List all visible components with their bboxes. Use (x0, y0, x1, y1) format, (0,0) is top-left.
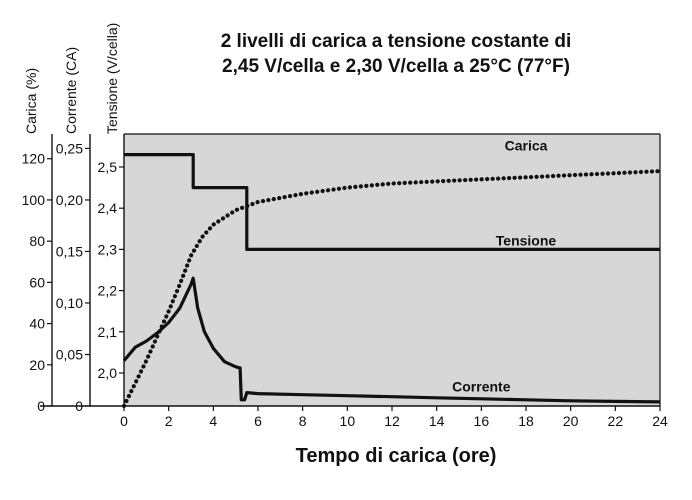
y-tick-label-corrente: 0 (75, 398, 83, 414)
x-tick-label: 0 (120, 413, 128, 429)
y-tick-label-tensione: 2,2 (98, 283, 118, 299)
y-tick-label-corrente: 0,05 (56, 346, 83, 362)
x-axis-title: Tempo di carica (ore) (296, 445, 497, 467)
chart-title: 2 livelli di carica a tensione costante … (221, 31, 572, 77)
chart-title-line-2: 2,45 V/cella e 2,30 V/cella a 25°C (77°F… (222, 56, 570, 77)
y-tick-label-tensione: 2,3 (98, 241, 118, 257)
series-label-carica: Carica (505, 137, 548, 153)
y-tick-label-carica: 120 (22, 151, 46, 167)
x-tick-label: 20 (563, 413, 579, 429)
y-tick-label-tensione: 2,5 (98, 159, 118, 175)
y-tick-label-carica: 40 (29, 316, 45, 332)
y-tick-label-tensione: 2,4 (98, 200, 118, 216)
x-tick-label: 22 (608, 413, 624, 429)
series-label-tensione: Tensione (496, 232, 557, 248)
x-tick-label: 6 (254, 413, 262, 429)
y-tick-label-carica: 60 (29, 274, 45, 290)
y-tick-label-carica: 20 (29, 357, 45, 373)
x-tick-label: 18 (518, 413, 534, 429)
x-tick-label: 2 (165, 413, 173, 429)
x-tick-label: 14 (429, 413, 445, 429)
y-tick-label-corrente: 0,10 (56, 295, 83, 311)
y-tick-label-tensione: 2,1 (98, 324, 118, 340)
x-tick-label: 16 (474, 413, 490, 429)
y-tick-label-carica: 100 (22, 192, 46, 208)
x-tick-label: 4 (209, 413, 217, 429)
series-line-corrente (122, 276, 661, 404)
y-tick-label-tensione: 2,0 (98, 365, 118, 381)
x-tick-label: 8 (299, 413, 307, 429)
chart-title-line-1: 2 livelli di carica a tensione costante … (221, 31, 572, 52)
x-tick-label: 24 (652, 413, 668, 429)
y-tick-label-corrente: 0,20 (56, 192, 83, 208)
y-tick-label-corrente: 0,15 (56, 243, 83, 259)
y-axis-title-corrente: Corrente (CA) (63, 47, 79, 134)
y-tick-label-corrente: 0,25 (56, 140, 83, 156)
series-line-tensione (124, 153, 660, 251)
plot-area (124, 134, 660, 406)
y-axis-title-carica: Carica (%) (23, 68, 39, 134)
series-label-corrente: Corrente (452, 379, 511, 395)
y-tick-label-carica: 0 (37, 398, 45, 414)
y-tick-label-carica: 80 (29, 233, 45, 249)
y-axis-title-tensione: Tensione (V/cella) (104, 23, 120, 134)
x-tick-label: 12 (384, 413, 400, 429)
x-tick-label: 10 (340, 413, 356, 429)
